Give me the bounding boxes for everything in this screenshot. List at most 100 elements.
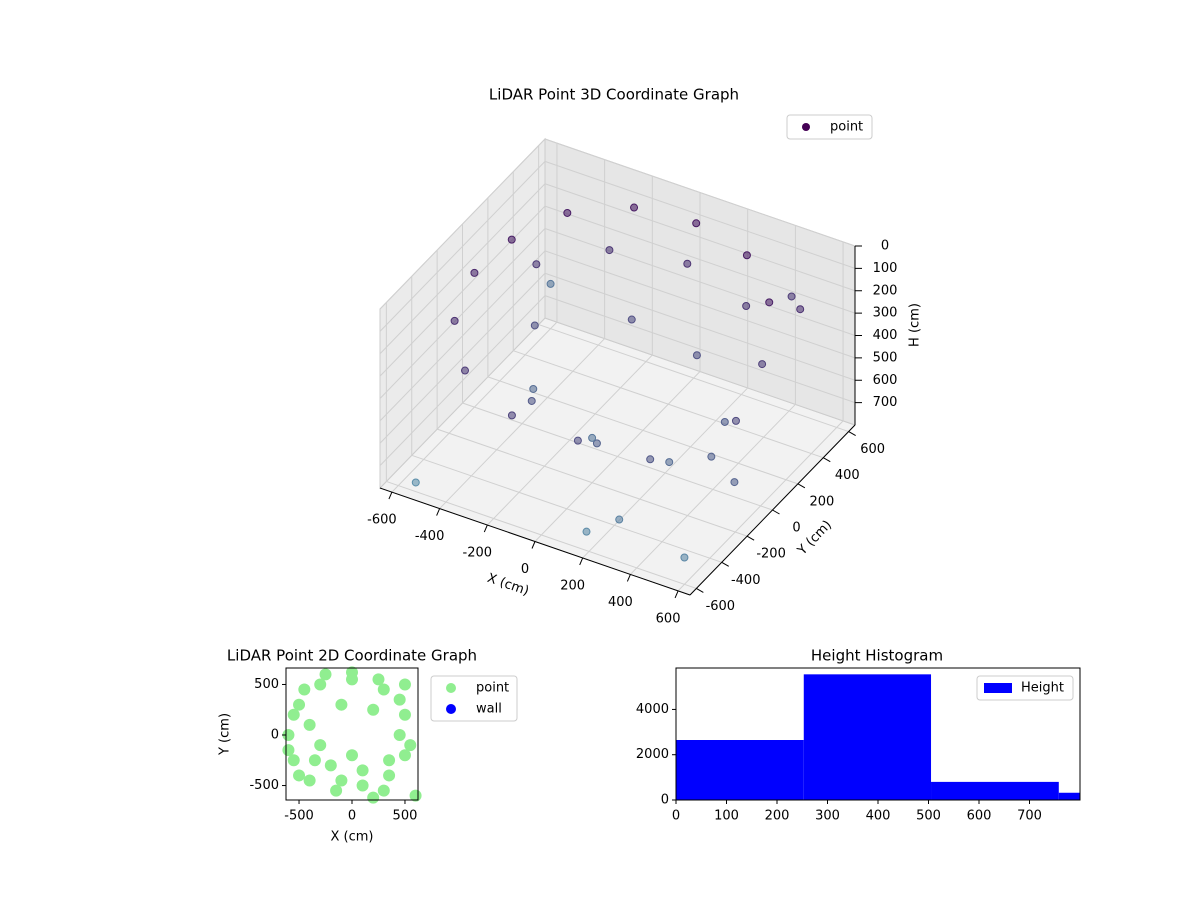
x-tick-label: 500 (393, 809, 418, 824)
legend-marker (446, 683, 456, 693)
x-tick-label: 200 (560, 578, 585, 593)
x-tick-label: -500 (284, 809, 314, 824)
legend-label: point (830, 120, 863, 135)
point (730, 478, 739, 487)
point (563, 208, 572, 217)
point (615, 515, 624, 524)
tick-mark (388, 491, 393, 500)
y-tick-label: 2000 (636, 747, 669, 762)
tick-mark (531, 541, 536, 549)
tick-mark (823, 457, 831, 463)
grid-line (379, 205, 546, 377)
point (356, 764, 369, 777)
grid-line (544, 228, 856, 336)
point (282, 729, 295, 742)
point (324, 759, 337, 772)
z-tick-label: 700 (873, 395, 898, 410)
point (411, 478, 420, 487)
point (765, 298, 774, 307)
point (287, 708, 300, 721)
grid-line (544, 183, 856, 292)
point (646, 455, 655, 464)
point (404, 739, 417, 752)
point (314, 739, 327, 752)
grid-line (462, 402, 773, 511)
x-tick-label: -400 (415, 529, 445, 544)
x-tick-label: 300 (815, 809, 840, 824)
grid-line (538, 324, 849, 433)
point (409, 789, 422, 802)
point (335, 698, 348, 711)
point (707, 452, 716, 461)
point (398, 749, 411, 762)
y-tick-label: 500 (254, 677, 279, 692)
point (393, 729, 406, 742)
point (319, 668, 332, 681)
tick-mark (696, 588, 704, 593)
grid-line (544, 160, 856, 269)
x-tick-label: 0 (521, 562, 529, 577)
legend-marker (446, 704, 456, 714)
tick-mark (483, 524, 488, 533)
chart-title: Height Histogram (811, 647, 943, 665)
point (507, 411, 516, 420)
point (692, 351, 701, 360)
point (546, 279, 555, 288)
point (742, 251, 751, 260)
legend-marker (802, 123, 810, 131)
point (680, 553, 689, 562)
legend-label: wall (476, 702, 502, 717)
y-tick-label: 600 (860, 442, 885, 457)
point (383, 754, 396, 767)
y-tick-label: 0 (661, 793, 669, 808)
x-axis-label: X (cm) (331, 830, 374, 845)
point (356, 779, 369, 792)
point (393, 693, 406, 706)
z-tick-label: 300 (873, 306, 898, 321)
z-tick-label: 100 (873, 261, 898, 276)
point (461, 366, 469, 375)
grid-line (379, 295, 546, 466)
z-tick-label: 400 (873, 328, 898, 343)
x-tick-label: 200 (765, 809, 790, 824)
grid-line (544, 272, 856, 381)
point (582, 527, 591, 536)
tick-mark (797, 483, 806, 489)
point (303, 774, 316, 787)
point (529, 384, 538, 393)
point (383, 769, 396, 782)
point (692, 219, 701, 228)
bar (676, 740, 804, 800)
y-tick-label: 0 (271, 728, 279, 743)
point (330, 784, 343, 797)
point (605, 246, 614, 255)
point (627, 315, 636, 324)
point (573, 436, 582, 445)
point (303, 718, 316, 731)
legend-box (976, 675, 1074, 701)
point (314, 678, 327, 691)
point (630, 203, 639, 212)
y-tick-label: -500 (249, 778, 279, 793)
point (527, 396, 536, 405)
point (308, 754, 321, 767)
point (731, 416, 740, 425)
x-tick-label: 500 (916, 809, 941, 824)
x-tick-label: -600 (367, 513, 397, 528)
tick-mark (848, 431, 856, 436)
grid-line (379, 272, 546, 444)
y-tick-label: 400 (835, 468, 860, 483)
point (742, 301, 751, 310)
grid-line (379, 183, 546, 355)
z-tick-label: 500 (873, 350, 898, 365)
x-tick-label: 0 (672, 809, 680, 824)
point (450, 316, 459, 325)
bar (1058, 792, 1080, 800)
bar (931, 781, 1059, 800)
point (470, 268, 479, 277)
point (683, 259, 692, 268)
x-tick-label: 400 (866, 809, 891, 824)
point (346, 749, 358, 762)
point (530, 321, 539, 330)
legend-label: Height (1021, 681, 1064, 696)
